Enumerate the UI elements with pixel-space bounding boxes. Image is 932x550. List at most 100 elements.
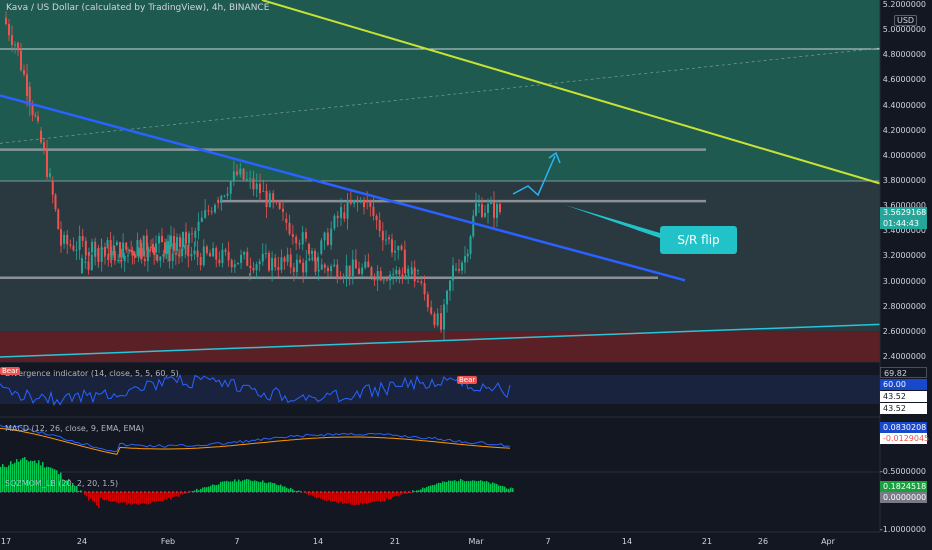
candle-body	[202, 246, 205, 266]
candle-body	[117, 259, 120, 261]
candle-body	[220, 195, 223, 203]
y-tick-label: 3.8000000	[882, 176, 926, 185]
candle-body	[278, 202, 281, 209]
sqz-bar	[24, 457, 26, 492]
candle-body	[417, 281, 419, 283]
countdown-badge: 01:44:43	[880, 218, 927, 229]
sqz-bar	[264, 482, 266, 492]
sqz-bar	[360, 492, 362, 503]
macd-line	[0, 424, 511, 453]
sqz-bar	[246, 478, 248, 492]
candle-body	[184, 244, 187, 249]
sqz-bar	[170, 492, 172, 500]
sqz-bar	[308, 492, 310, 496]
candle-body	[258, 261, 261, 265]
candle-body	[401, 274, 404, 279]
sqz-bar	[478, 480, 480, 492]
sqz-bar	[410, 492, 412, 493]
currency-label[interactable]: USD	[894, 15, 918, 26]
sqz-bar	[416, 490, 418, 492]
candle-body	[388, 237, 390, 240]
sqz-bar	[30, 460, 32, 492]
x-tick-label: 21	[389, 537, 401, 546]
candle-body	[452, 265, 454, 281]
candle-body	[291, 234, 294, 237]
candle-body	[207, 210, 210, 212]
sqz-bar	[390, 492, 392, 500]
candle-body	[209, 253, 212, 257]
sqz-bar	[434, 484, 436, 492]
candle-body	[373, 276, 376, 281]
candles-layer	[5, 11, 501, 341]
sqz-bar	[70, 485, 72, 492]
candle-body	[63, 234, 66, 244]
sqz-bar	[86, 492, 88, 497]
candle-body	[378, 220, 381, 231]
candle-body	[436, 313, 439, 326]
sqz-bar	[62, 479, 64, 492]
candle-body	[14, 44, 16, 46]
sqz-bar	[482, 481, 484, 492]
candle-body	[430, 307, 433, 314]
y-tick-label: 2.6000000	[882, 326, 926, 336]
sqz-bar	[366, 492, 368, 505]
sqz-bar	[102, 492, 104, 500]
candle-body	[197, 221, 200, 231]
bear-badge: Bear	[457, 376, 478, 384]
candle-body	[120, 259, 123, 262]
sqz-bar	[224, 481, 226, 492]
sqz-bar	[428, 486, 430, 492]
sqz-bar	[18, 461, 20, 492]
candle-body	[236, 171, 238, 175]
y-tick-label: 5.0000000	[882, 25, 926, 35]
candle-body	[398, 269, 401, 275]
sqz-bar	[146, 492, 148, 505]
sqz-bar	[204, 487, 206, 492]
sqz-bar	[238, 479, 240, 492]
y-tick-label: 4.8000000	[882, 50, 926, 60]
sqz-bar	[112, 492, 114, 502]
sqz-bar	[212, 484, 214, 492]
sqz-bar	[150, 492, 152, 504]
sqz-bar	[334, 492, 336, 502]
sqz-bar	[92, 492, 94, 502]
sqz-bar	[358, 492, 360, 505]
y-tick-label: 2.4000000	[882, 352, 926, 361]
candle-body	[100, 247, 103, 262]
candle-body	[285, 218, 288, 223]
candle-body	[391, 239, 393, 253]
sqz-bar	[154, 492, 156, 503]
sqz-bar	[408, 492, 410, 494]
y-tick-label: 3.6000000	[882, 201, 926, 211]
candle-body	[382, 279, 385, 281]
candle-body	[174, 253, 177, 255]
candle-body	[187, 244, 190, 257]
sqz-bar	[380, 492, 382, 503]
sqz-bar	[336, 492, 338, 503]
candle-body	[426, 294, 429, 308]
rsi-value-1: 69.82	[880, 367, 927, 378]
sqz-bar	[354, 492, 356, 506]
candle-body	[164, 242, 166, 254]
sqz-bar	[184, 492, 186, 494]
candle-body	[353, 200, 356, 204]
candle-body	[403, 249, 406, 274]
sqz-bar	[84, 492, 86, 496]
candle-body	[261, 253, 264, 262]
sqz-bar	[36, 463, 38, 492]
sqz-bar	[504, 486, 506, 492]
sqz-bar	[54, 469, 56, 492]
y-tick-label: 3.4000000	[882, 226, 926, 236]
sqz-bar	[276, 484, 278, 492]
candle-body	[161, 236, 163, 243]
candle-body	[298, 243, 301, 245]
sqz-bar	[314, 492, 316, 498]
sqz-bar	[0, 466, 2, 492]
candle-body	[115, 242, 118, 246]
candle-body	[181, 248, 184, 256]
sqz-bar	[6, 467, 8, 492]
sqz-bar	[480, 480, 482, 492]
candle-body	[397, 245, 400, 251]
sqz-bar	[318, 492, 320, 498]
